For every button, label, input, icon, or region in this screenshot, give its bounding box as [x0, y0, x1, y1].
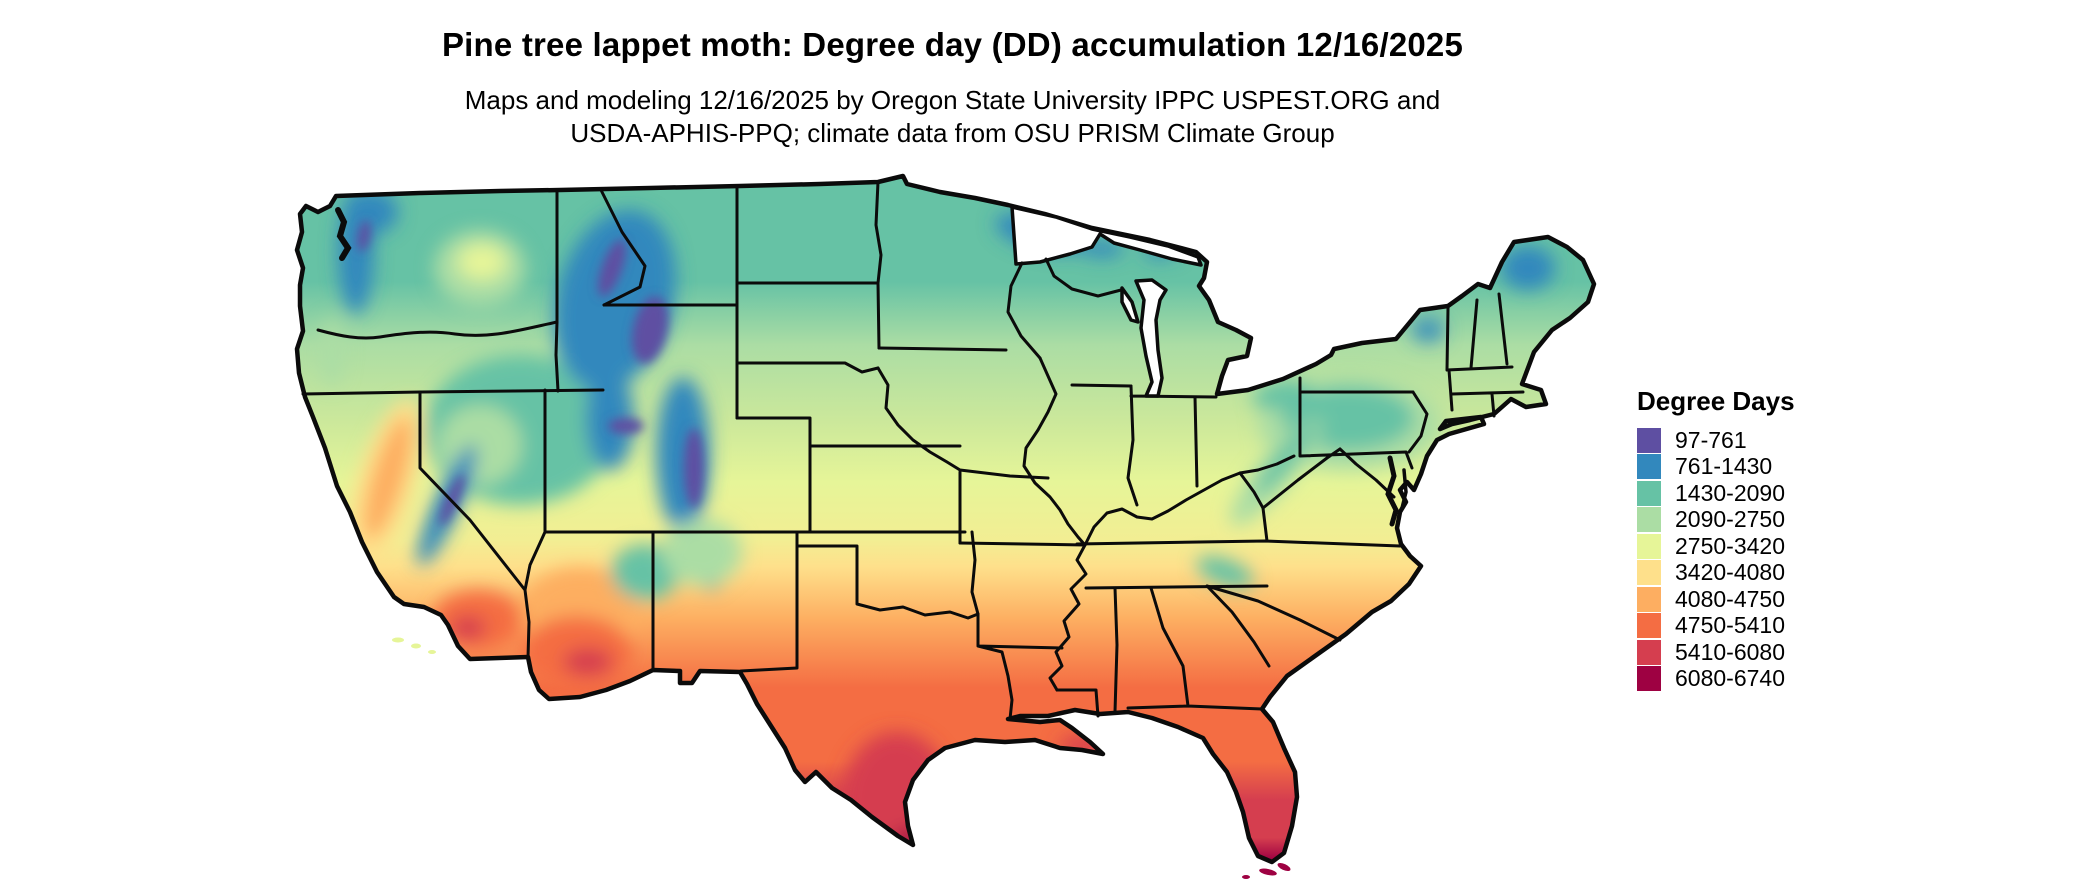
legend-label: 761-1430 [1675, 453, 1773, 480]
legend-label: 4750-5410 [1675, 612, 1785, 639]
page-title: Pine tree lappet moth: Degree day (DD) a… [441, 26, 1464, 63]
legend-swatch [1637, 560, 1661, 586]
water-details [335, 207, 1408, 527]
legend-swatch [1637, 613, 1661, 639]
legend-row: 4750-5410 [1637, 612, 1877, 640]
legend-label: 6080-6740 [1675, 665, 1785, 692]
legend-swatch [1637, 639, 1661, 665]
legend-row: 6080-6740 [1637, 665, 1877, 693]
subtitle-line-1: Maps and modeling 12/16/2025 by Oregon S… [464, 85, 1441, 115]
legend-row: 97-761 [1637, 427, 1877, 454]
degree-days-legend: Degree Days 97-761 761-1430 1430-2090 20… [1637, 386, 1877, 692]
page-subtitle: Maps and modeling 12/16/2025 by Oregon S… [0, 84, 1905, 150]
legend-label: 4080-4750 [1675, 585, 1785, 612]
chesapeake-bay [1385, 455, 1399, 527]
legend-swatch [1637, 666, 1661, 692]
lake-superior [1010, 205, 1203, 267]
legend-label: 97-761 [1675, 426, 1747, 453]
legend-swatch [1637, 480, 1661, 506]
map-raster-fill [297, 176, 1594, 862]
legend-label: 2750-3420 [1675, 532, 1785, 559]
legend-swatch [1637, 586, 1661, 612]
state-borders [301, 180, 1525, 721]
legend-rows: 97-761 761-1430 1430-2090 2090-2750 2750… [1637, 427, 1877, 692]
legend-row: 3420-4080 [1637, 559, 1877, 587]
legend-row: 2750-3420 [1637, 533, 1877, 560]
legend-row: 761-1430 [1637, 453, 1877, 481]
legend-swatch [1637, 533, 1661, 559]
legend-label: 2090-2750 [1675, 506, 1785, 533]
legend-swatch [1637, 507, 1661, 533]
channel-islands [392, 637, 436, 654]
subtitle-line-2: USDA-APHIS-PPQ; climate data from OSU PR… [570, 118, 1335, 148]
us-outline [294, 173, 1597, 865]
legend-swatch [1637, 427, 1661, 453]
legend-row: 2090-2750 [1637, 506, 1877, 534]
legend-row: 4080-4750 [1637, 586, 1877, 613]
legend-row: 5410-6080 [1637, 639, 1877, 666]
legend-row: 1430-2090 [1637, 480, 1877, 507]
green-bay [1120, 286, 1140, 324]
delaware-bay [1400, 468, 1408, 510]
puget-sound [335, 207, 352, 261]
great-lakes [1010, 205, 1203, 398]
legend-label: 1430-2090 [1675, 479, 1785, 506]
legend-label: 3420-4080 [1675, 559, 1785, 586]
legend-label: 5410-6080 [1675, 638, 1785, 665]
legend-swatch [1637, 454, 1661, 480]
legend-title: Degree Days [1637, 386, 1795, 416]
lake-michigan [1134, 278, 1168, 398]
florida-keys [1242, 862, 1291, 879]
